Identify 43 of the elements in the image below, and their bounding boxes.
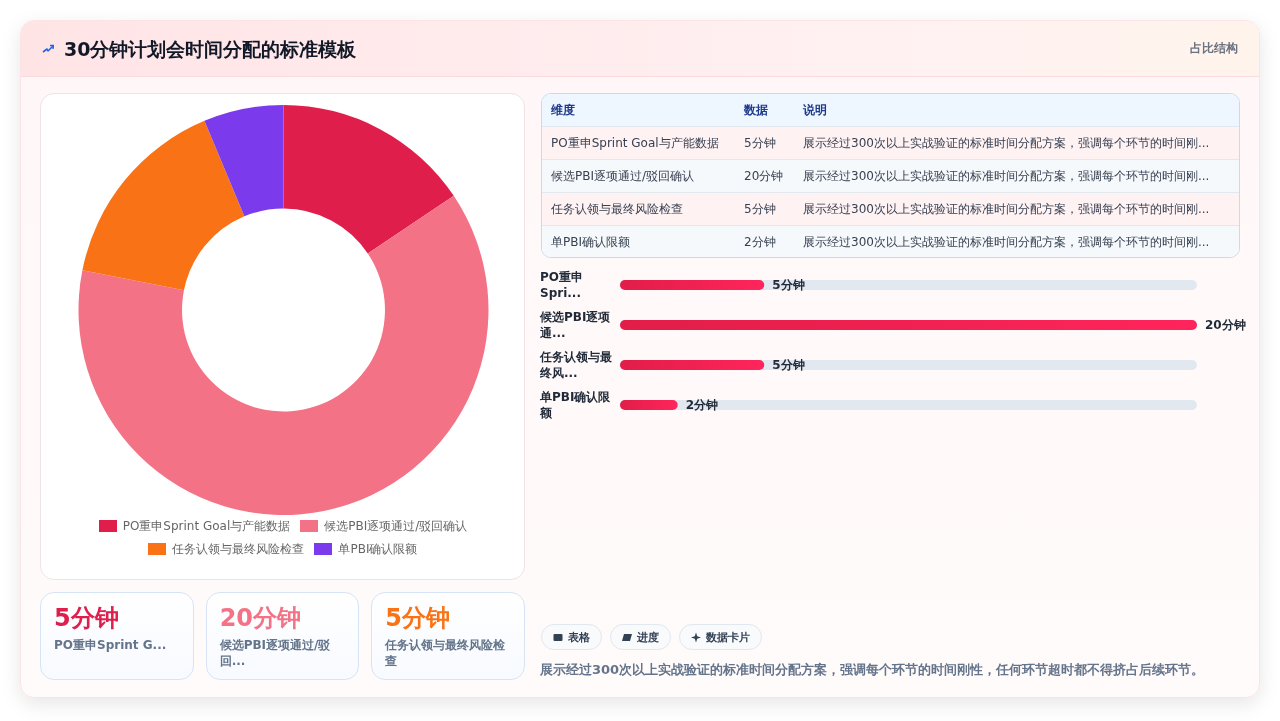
category-label: 任务认领与最终风险检查 (385, 637, 507, 669)
text: 展示经过300次以上实战验证的标准时间分配方案，强调每个环节的时间刚... (803, 168, 1210, 185)
text: 表格 (568, 629, 590, 645)
category-label: 单PBI确认限额 (551, 234, 631, 251)
data-label: 5分钟 (772, 277, 805, 293)
text: 2分钟 (744, 235, 776, 249)
category-label: 候选PBI逐项通过/驳回确认 (551, 168, 695, 185)
category-label: PO重申Sprint G... (54, 637, 168, 653)
category-label: 任务认领与最终风险检查 (551, 201, 683, 218)
donut-slice (78, 195, 489, 515)
legend-label: PO重申Sprint Goal与产能数据 (122, 518, 291, 534)
y-tick-label: 候选PBI逐项通... (540, 309, 612, 341)
text: 5分钟 (54, 604, 119, 632)
data-label: 5分钟 (772, 357, 805, 373)
legend-label: 候选PBI逐项通过/驳回确认 (324, 518, 468, 534)
text: 展示经过300次以上实战验证的标准时间分配方案，强调每个环节的时间刚... (803, 234, 1210, 251)
category-label: PO重申Sprint Goal与产能数据 (551, 135, 719, 152)
donut-slice (283, 105, 454, 254)
text: 20分钟 (744, 169, 784, 183)
text: 数据卡片 (706, 629, 750, 645)
category-label: 候选PBI逐项通过/驳回... (219, 637, 332, 669)
data-label: 20分钟 (1205, 317, 1246, 333)
legend-label: 单PBI确认限额 (338, 541, 418, 557)
text: 20分钟 (219, 604, 302, 632)
y-tick-label: 任务认领与最终风... (540, 349, 613, 381)
text: 展示经过300次以上实战验证的标准时间分配方案，强调每个环节的时间刚... (803, 135, 1210, 152)
donut-slice (82, 120, 245, 291)
text: 占比结构 (1190, 40, 1238, 56)
donut-slice (204, 105, 284, 217)
text: 维度 (551, 102, 575, 119)
y-tick-label: 单PBI确认限额 (540, 389, 612, 421)
legend-label: 任务认领与最终风险检查 (172, 541, 305, 557)
text: 展示经过300次以上实战验证的标准时间分配方案，强调每个环节的时间刚性，任何环节超时都不得挤占后续环节。 (540, 661, 1205, 679)
text: 数据 (744, 102, 768, 119)
text: 展示经过300次以上实战验证的标准时间分配方案，强调每个环节的时间刚... (803, 201, 1210, 218)
y-tick-label: PO重申Spri... (540, 269, 584, 301)
text: 5分钟 (744, 202, 776, 216)
text: 进度 (637, 629, 659, 645)
text: 5分钟 (385, 604, 451, 632)
data-label: 2分钟 (685, 397, 719, 413)
text: 说明 (803, 102, 827, 119)
chart-title: 30分钟计划会时间分配的标准模板 (64, 37, 357, 61)
text: 5分钟 (744, 136, 776, 150)
